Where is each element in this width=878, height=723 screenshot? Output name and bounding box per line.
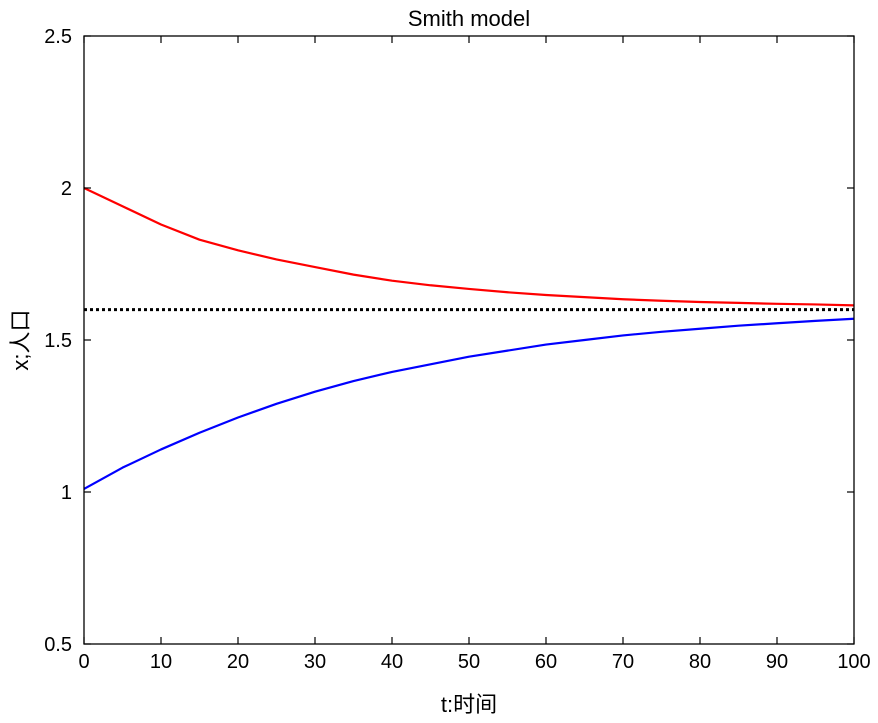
axes-box <box>83 35 855 645</box>
chart-title: Smith model <box>408 6 530 31</box>
x-tick-label: 0 <box>78 651 89 673</box>
x-axis-label: t:时间 <box>441 692 497 717</box>
x-tick-label: 80 <box>689 651 711 673</box>
y-tick-label: 1.5 <box>44 330 72 352</box>
x-tick-label: 30 <box>304 651 326 673</box>
x-tick-label: 90 <box>766 651 788 673</box>
y-tick-label: 2.5 <box>44 26 72 48</box>
x-tick-label: 60 <box>535 651 557 673</box>
x-tick-label: 10 <box>150 651 172 673</box>
plot-area <box>83 187 855 490</box>
y-axis-label: x;人口 <box>8 309 33 370</box>
x-tick-label: 20 <box>227 651 249 673</box>
axes-ticks: 0 10 20 30 40 50 60 70 80 90 100 0.5 1 1.5 2 2.5 <box>44 26 871 673</box>
x-tick-label: 70 <box>612 651 634 673</box>
x-tick-label: 50 <box>458 651 480 673</box>
series-line-2 <box>83 317 855 490</box>
y-tick-label: 1 <box>61 482 72 504</box>
x-tick-label: 100 <box>837 651 870 673</box>
y-tick-label: 2 <box>61 178 72 200</box>
y-tick-label: 0.5 <box>44 634 72 656</box>
x-tick-label: 40 <box>381 651 403 673</box>
series-line-1 <box>83 187 855 307</box>
